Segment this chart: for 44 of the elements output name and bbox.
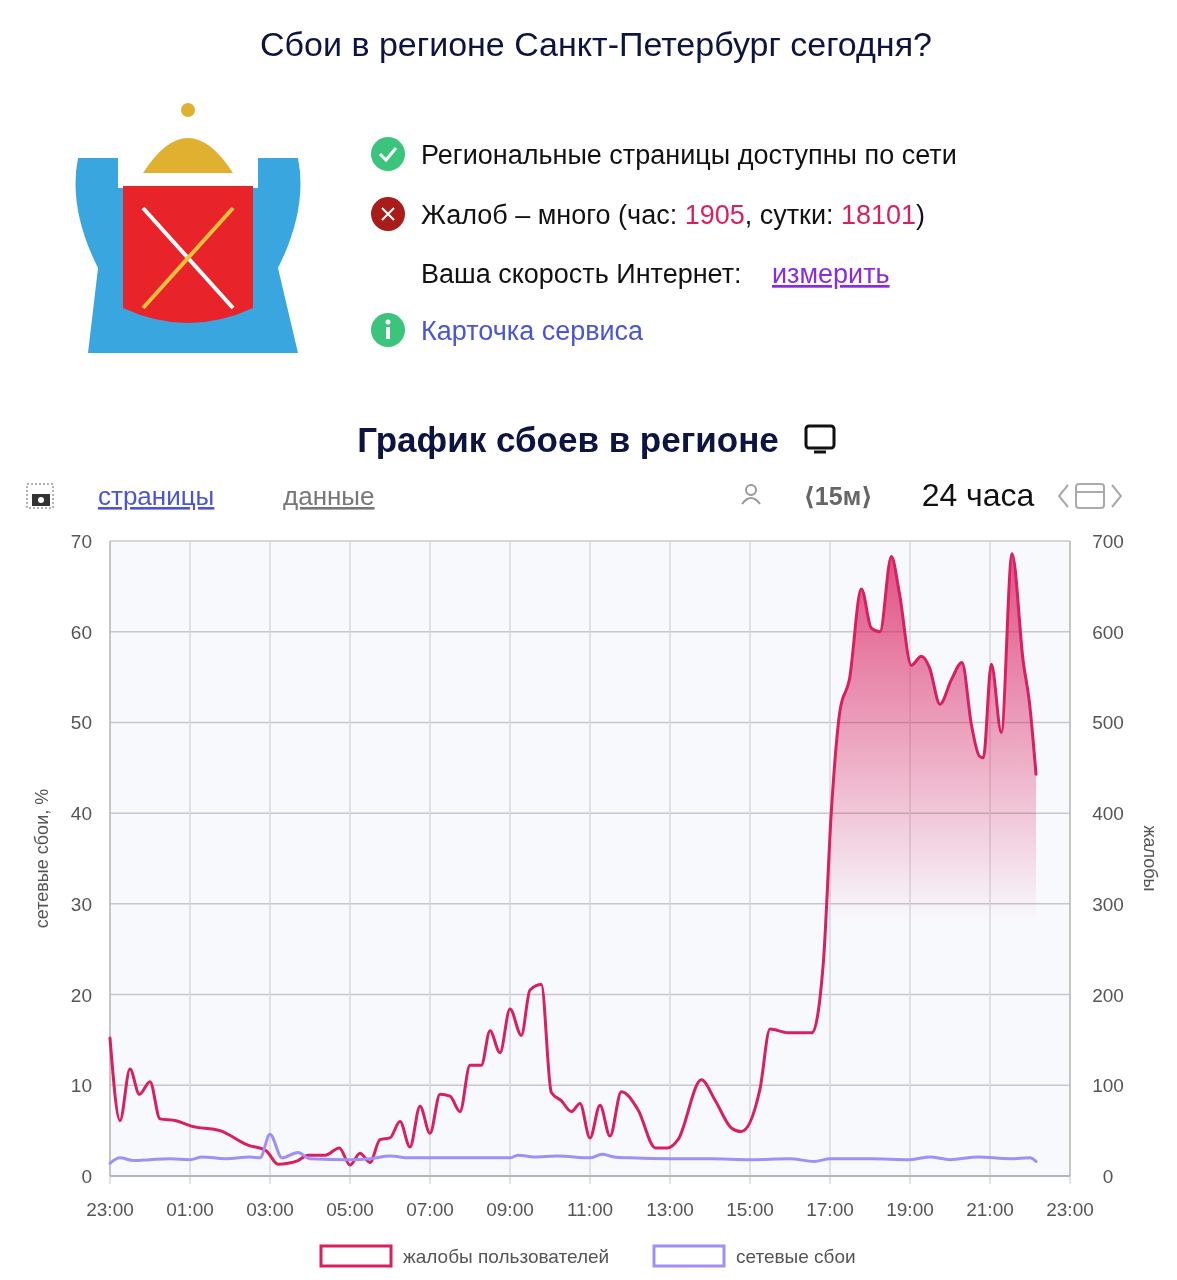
text: Жалоб – много (час: 1905, сутки: 18101) [421, 200, 926, 230]
y2-tick-label: 700 [1092, 531, 1124, 552]
x-tick-label: 15:00 [726, 1199, 774, 1220]
y2-tick-label: 600 [1092, 621, 1124, 643]
x-tick-label: 03:00 [246, 1199, 294, 1220]
legend-label: жалобы пользователей [403, 1246, 610, 1267]
x-tick-label: 05:00 [326, 1199, 374, 1220]
x-tick-label: 23:00 [1046, 1199, 1094, 1220]
x-tick-label: 17:00 [806, 1199, 854, 1220]
y2-tick-label: 200 [1092, 984, 1124, 1006]
x-tick-label: 01:00 [166, 1199, 214, 1220]
text: ⟨15м⟩ [803, 482, 873, 510]
y-tick-label: 20 [70, 984, 92, 1006]
x-tick-label: 07:00 [406, 1199, 454, 1220]
y2-tick-label: 0 [1102, 1166, 1114, 1187]
text: страницы [98, 481, 215, 511]
text: Сбои в регионе Санкт-Петербург сегодня? [260, 25, 932, 63]
y-tick-label: 70 [70, 531, 92, 552]
text: измерить [772, 259, 890, 289]
x-tick-label: 13:00 [646, 1199, 694, 1220]
y-tick-label: 40 [70, 803, 92, 825]
y2-tick-label: 100 [1092, 1075, 1124, 1097]
legend-label: сетевые сбои [736, 1246, 856, 1267]
y-tick-label: 0 [81, 1166, 92, 1187]
y-axis-title: сетевые сбои, % [32, 788, 52, 929]
y-tick-label: 60 [70, 621, 92, 643]
x-tick-label: 11:00 [566, 1199, 614, 1220]
y-tick-label: 10 [70, 1075, 92, 1097]
text: Карточка сервиса [421, 316, 645, 346]
y2-tick-label: 500 [1092, 712, 1124, 734]
y2-tick-label: 300 [1092, 893, 1124, 915]
y-tick-label: 30 [70, 893, 92, 915]
x-tick-label: 19:00 [886, 1199, 934, 1220]
chart-title: График сбоев в регионе [357, 420, 779, 459]
x-tick-label: 09:00 [486, 1199, 534, 1220]
text: 24 часа [921, 477, 1035, 513]
y-tick-label: 50 [70, 712, 92, 734]
y2-axis-title: жалобы [1140, 825, 1160, 892]
x-tick-label: 23:00 [86, 1199, 134, 1220]
text: Региональные страницы доступны по сети [421, 140, 957, 170]
x-tick-label: 21:00 [966, 1199, 1014, 1220]
text: данные [283, 481, 375, 511]
text: Ваша скорость Интернет: [421, 259, 742, 289]
y2-tick-label: 400 [1092, 803, 1124, 825]
